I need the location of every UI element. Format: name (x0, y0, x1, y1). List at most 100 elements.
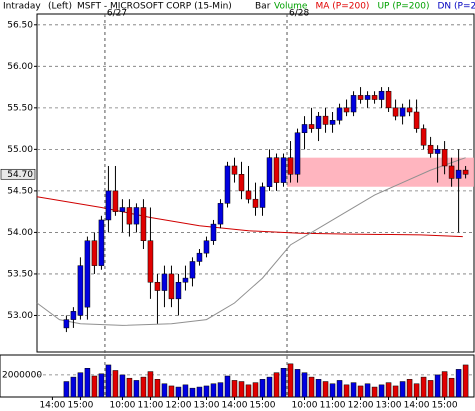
volume-bar (343, 384, 350, 398)
x-tick-label: 11:00 (137, 401, 163, 411)
x-tick-label: 15:00 (250, 401, 276, 411)
candle-body (420, 128, 427, 146)
volume-bar (322, 381, 329, 398)
candle-body (63, 319, 70, 329)
x-tick-label: 15:00 (432, 401, 458, 411)
x-tick-label: 10:00 (109, 401, 135, 411)
volume-bar (294, 369, 301, 398)
y-tick-label: 53.50 (7, 269, 33, 279)
volume-bar (245, 384, 252, 398)
volume-bar (315, 379, 322, 398)
x-tick-label: 11:00 (320, 401, 346, 411)
candle-body (266, 157, 273, 187)
x-tick-label: 10:00 (292, 401, 318, 411)
candle-body (350, 95, 357, 113)
x-tick-label: 12:00 (348, 401, 374, 411)
candle-body (343, 107, 350, 113)
volume-bar (168, 385, 175, 398)
volume-bar (406, 379, 413, 398)
volume-bar (224, 375, 231, 398)
volume-bar (133, 380, 140, 398)
volume-bar (112, 370, 119, 398)
candle-body (133, 207, 140, 225)
volume-bar (420, 376, 427, 398)
volume-bar (161, 383, 168, 398)
candle-body (231, 165, 238, 175)
volume-bar (105, 364, 112, 398)
candle-body (105, 190, 112, 221)
volume-bar (175, 386, 182, 398)
candle-body (427, 144, 434, 154)
volume-bar (91, 375, 98, 398)
candle-body (280, 157, 287, 183)
volume-bar (287, 363, 294, 398)
volume-bar (266, 376, 273, 398)
x-tick-label: 14:00 (39, 401, 65, 411)
candle-body (329, 120, 336, 125)
volume-bar (392, 385, 399, 398)
candle-body (210, 223, 217, 241)
candle-body (455, 169, 462, 179)
volume-bar (350, 382, 357, 398)
x-tick-label: 14:00 (404, 401, 430, 411)
candle-body (161, 273, 168, 291)
volume-bar (259, 379, 266, 398)
y-tick-label: 54.00 (7, 228, 33, 238)
candle-body (224, 165, 231, 204)
candle-body (140, 207, 147, 241)
volume-bar (126, 377, 133, 398)
y-tick-label: 54.50 (7, 186, 33, 196)
candle-body (434, 149, 441, 154)
candle-body (301, 124, 308, 134)
candle-body (413, 111, 420, 129)
x-tick-label: 14:00 (222, 401, 248, 411)
candle-body (203, 240, 210, 254)
candle-body (406, 107, 413, 113)
header-style: Bar (255, 2, 271, 12)
candle-body (462, 169, 469, 175)
volume-bar (70, 376, 77, 398)
volume-bar (119, 374, 126, 398)
candle-body (315, 115, 322, 129)
candle-body (112, 190, 119, 212)
candle-body (392, 107, 399, 117)
volume-bar (441, 371, 448, 398)
volume-bar (98, 373, 105, 398)
volume-bar (413, 383, 420, 398)
candle-body (147, 240, 154, 283)
candle-body (217, 203, 224, 225)
candle-body (245, 190, 252, 200)
x-tick-label: 15:00 (67, 401, 93, 411)
header-mode: Intraday (3, 2, 41, 12)
candle-body (294, 132, 301, 175)
y-tick-label: 56.50 (7, 20, 33, 30)
candle-body (189, 261, 196, 279)
candle-body (126, 207, 133, 225)
y-tick-label: 56.00 (7, 62, 33, 72)
legend-entry: DN (P=200) (437, 2, 475, 12)
legend-entry: Volume (274, 2, 308, 12)
volume-bar (308, 376, 315, 398)
volume-bar (63, 381, 70, 398)
volume-bar (196, 386, 203, 398)
volume-bar (77, 372, 84, 398)
candle-body (273, 157, 280, 183)
candle-body (70, 311, 77, 320)
volume-tick-label: 2000000 (2, 370, 42, 380)
volume-bar (329, 383, 336, 398)
volume-bar (252, 382, 259, 398)
volume-bar (427, 380, 434, 398)
last-price-label: 54.70 (7, 170, 33, 180)
candle-body (385, 90, 392, 109)
legend-entry: MA (P=200) (315, 2, 369, 12)
y-tick-label: 55.50 (7, 103, 33, 113)
candle-body (308, 124, 315, 129)
candle-body (77, 265, 84, 316)
volume-bar (154, 379, 161, 398)
candle-body (371, 95, 378, 100)
volume-bar (203, 385, 210, 398)
candle-body (98, 219, 105, 266)
header-title: MSFT - MICROSOFT CORP (15-Min) (77, 2, 232, 12)
candle-body (399, 107, 406, 117)
candle-body (175, 281, 182, 300)
